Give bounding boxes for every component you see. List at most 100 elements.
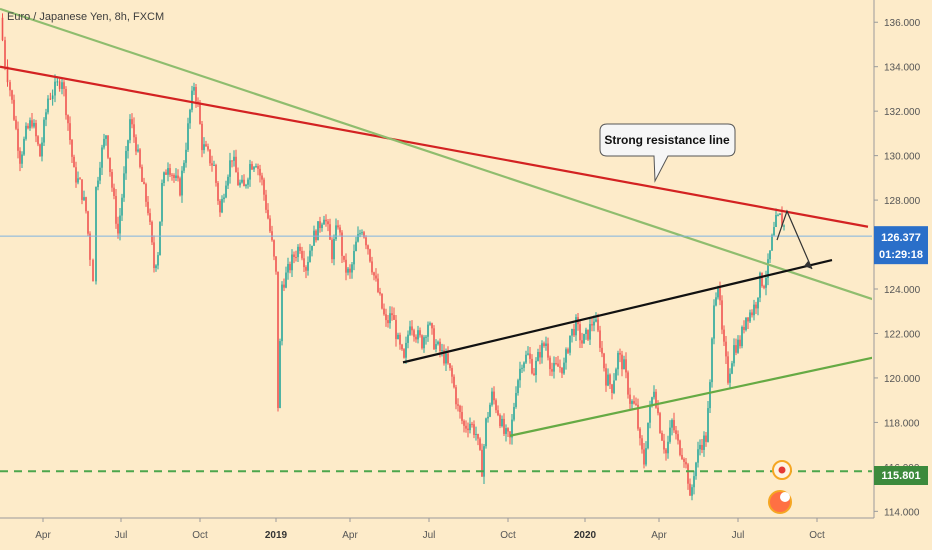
candle-body xyxy=(193,87,195,91)
candle-body xyxy=(745,317,747,330)
candle-body xyxy=(447,353,449,364)
candle-body xyxy=(225,185,227,198)
candle-body xyxy=(601,347,603,354)
candle-body xyxy=(703,435,705,450)
trendline-green-rising[interactable] xyxy=(509,354,883,437)
candle-body xyxy=(605,368,607,386)
candle-body xyxy=(103,138,105,148)
candle-body xyxy=(547,343,549,358)
candle-body xyxy=(183,162,185,171)
candle-body xyxy=(357,234,359,242)
candle-body xyxy=(195,87,197,102)
trendline-black-rising[interactable] xyxy=(402,259,833,364)
price-axis[interactable]: 136.000134.000132.000130.000128.000126.0… xyxy=(872,0,932,550)
projection-arrow[interactable] xyxy=(776,209,813,270)
candle-body xyxy=(113,187,115,196)
candle-body xyxy=(71,139,73,157)
event-markers[interactable] xyxy=(768,460,792,514)
candle-body xyxy=(15,119,17,129)
candle-body xyxy=(627,372,629,395)
candle-body xyxy=(563,362,565,374)
candle-body xyxy=(291,254,293,271)
candle-body xyxy=(397,334,399,340)
resistance-callout[interactable]: Strong resistance line xyxy=(599,123,736,183)
candle-body xyxy=(159,221,161,256)
candle-body xyxy=(465,425,467,429)
candle-body xyxy=(331,239,333,260)
candle-body xyxy=(341,232,343,256)
candle-body xyxy=(227,176,229,186)
candle-body xyxy=(77,178,79,183)
callout-bubble xyxy=(599,123,736,183)
candle-body xyxy=(311,245,313,251)
candle-body xyxy=(739,339,741,347)
trendline-green-descending[interactable] xyxy=(0,7,883,304)
candle-body xyxy=(79,178,81,180)
candle-body xyxy=(587,329,589,340)
candle-body xyxy=(571,328,573,336)
candle-body xyxy=(545,343,547,346)
candle-body xyxy=(67,115,69,124)
candle-body xyxy=(251,164,253,170)
candle-body xyxy=(421,335,423,349)
candle-body xyxy=(377,278,379,292)
candle-body xyxy=(715,297,717,306)
trendline-red-resistance[interactable] xyxy=(0,65,869,228)
candle-body xyxy=(407,334,409,343)
candle-body xyxy=(267,209,269,219)
candle-body xyxy=(737,339,739,353)
candle-body xyxy=(333,239,335,260)
candle-body xyxy=(143,181,145,185)
candle-body xyxy=(477,433,479,439)
candle-body xyxy=(265,194,267,210)
candle-body xyxy=(569,335,571,353)
candle-body xyxy=(417,330,419,340)
candle-body xyxy=(245,184,247,187)
time-axis[interactable]: Apr Jul Oct 2019 Apr Jul Oct 2020 Apr Jul Oct xyxy=(0,517,932,550)
candle-body xyxy=(487,416,489,419)
candle-body xyxy=(257,166,259,169)
candle-body xyxy=(231,160,233,162)
candle-body xyxy=(661,432,663,441)
candle-body xyxy=(273,240,275,257)
candle-body xyxy=(263,179,265,195)
candle-body xyxy=(423,337,425,349)
candle-body xyxy=(207,146,209,150)
candle-body xyxy=(45,112,47,120)
callout-text: Strong resistance line xyxy=(604,133,730,147)
candle-body xyxy=(455,387,457,405)
candle-body xyxy=(115,195,117,224)
candle-body xyxy=(725,341,727,357)
candle-body xyxy=(469,423,471,431)
candle-body xyxy=(497,410,499,416)
candle-body xyxy=(131,119,133,125)
candle-body xyxy=(111,172,113,188)
candle-body xyxy=(351,264,353,273)
candle-body xyxy=(99,167,101,181)
candle-body xyxy=(371,261,373,273)
candle-body xyxy=(567,349,569,353)
candle-body xyxy=(519,368,521,381)
price-tick-label: 122.000 xyxy=(884,329,921,340)
candle-body xyxy=(13,99,15,120)
candle-body xyxy=(69,123,71,140)
candle-body xyxy=(559,366,561,368)
candle-body xyxy=(565,349,567,363)
candle-body xyxy=(763,286,765,288)
candle-body xyxy=(435,344,437,350)
candle-body xyxy=(6,66,9,83)
candle-body xyxy=(743,327,745,330)
candle-body xyxy=(633,401,635,404)
candle-body xyxy=(11,90,13,100)
candle-body xyxy=(261,175,263,180)
candle-body xyxy=(153,242,155,269)
candle-body xyxy=(177,175,179,179)
candle-body xyxy=(761,272,763,287)
candle-body xyxy=(39,144,41,157)
candle-body xyxy=(431,323,433,329)
candle-body xyxy=(437,341,439,345)
time-tick-label: Oct xyxy=(500,530,516,541)
candle-body xyxy=(395,319,397,340)
candle-body xyxy=(409,326,411,335)
